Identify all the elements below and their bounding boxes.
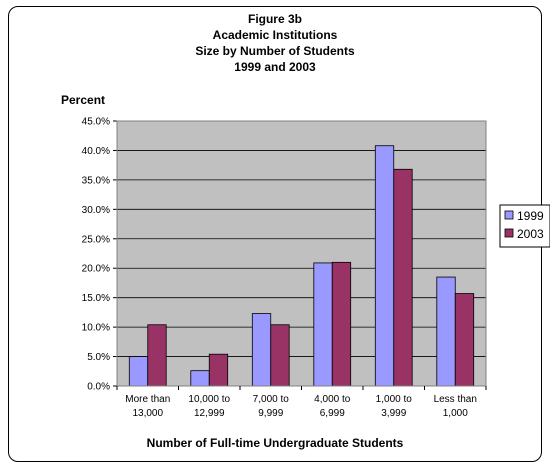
x-tick-label: 12,999 [194, 408, 225, 419]
y-tick-label: 10.0% [82, 323, 110, 334]
x-tick-label: 9,999 [258, 408, 283, 419]
axes [113, 120, 487, 390]
bar-1999-4 [374, 145, 395, 387]
bar-2003-1 [208, 353, 229, 387]
chart-title-line-1: Figure 3b [248, 12, 302, 26]
legend-label-1999: 1999 [517, 209, 544, 223]
y-tick-label: 30.0% [82, 205, 110, 216]
chart-title-line-2: Academic Institutions [213, 28, 338, 42]
y-tick-label: 20.0% [82, 264, 110, 275]
bar-2003-3 [331, 261, 352, 387]
y-tick-label: 40.0% [82, 146, 110, 157]
x-tick-label: 6,999 [320, 408, 345, 419]
y-axis-title: Percent [61, 93, 105, 107]
x-tick-label: 1,000 [443, 408, 468, 419]
x-tick-label: 10,000 to [188, 394, 230, 405]
x-tick-label: 3,999 [381, 408, 406, 419]
bars [128, 145, 475, 387]
x-axis-title: Number of Full-time Undergraduate Studen… [147, 436, 404, 450]
x-tick-label: More than [125, 394, 170, 405]
y-tick-label: 45.0% [82, 117, 110, 128]
bar-2003-5 [454, 293, 475, 387]
x-tick-label: 1,000 to [376, 394, 413, 405]
y-tick-label: 0.0% [87, 382, 110, 393]
bar-1999-0 [128, 356, 149, 387]
legend-swatch-1999 [504, 210, 514, 220]
x-tick-label: 7,000 to [253, 394, 290, 405]
legend-label-2003: 2003 [517, 227, 544, 241]
bar-2003-0 [147, 324, 167, 387]
x-tick-label: 4,000 to [314, 394, 351, 405]
y-tick-labels: 0.0% 5.0% 10.0% 15.0% 20.0% 25.0% 30.0% 35.0% 40… [82, 117, 110, 393]
bar-1999-3 [313, 262, 333, 387]
y-tick-label: 5.0% [87, 352, 110, 363]
y-tick-label: 25.0% [82, 234, 110, 245]
x-tick-label: 13,000 [132, 408, 163, 419]
bar-2003-4 [393, 168, 413, 387]
y-tick-label: 15.0% [82, 293, 110, 304]
bar-1999-1 [190, 370, 210, 387]
x-tick-label: Less than [434, 394, 477, 405]
legend-swatch-2003 [504, 228, 514, 238]
plot-area [117, 121, 486, 386]
legend: 1999 2003 [499, 204, 550, 248]
bar-1999-5 [436, 276, 456, 387]
y-tick-label: 35.0% [82, 175, 110, 186]
chart-title: Figure 3b Academic Institutions Size by … [195, 12, 355, 74]
chart-title-line-4: 1999 and 2003 [234, 60, 316, 74]
bar-1999-2 [251, 313, 272, 387]
bar-2003-2 [270, 324, 290, 387]
x-tick-labels: More than 13,000 10,000 to 12,999 7,000 to 9,… [125, 394, 477, 419]
chart-title-line-3: Size by Number of Students [195, 44, 355, 58]
